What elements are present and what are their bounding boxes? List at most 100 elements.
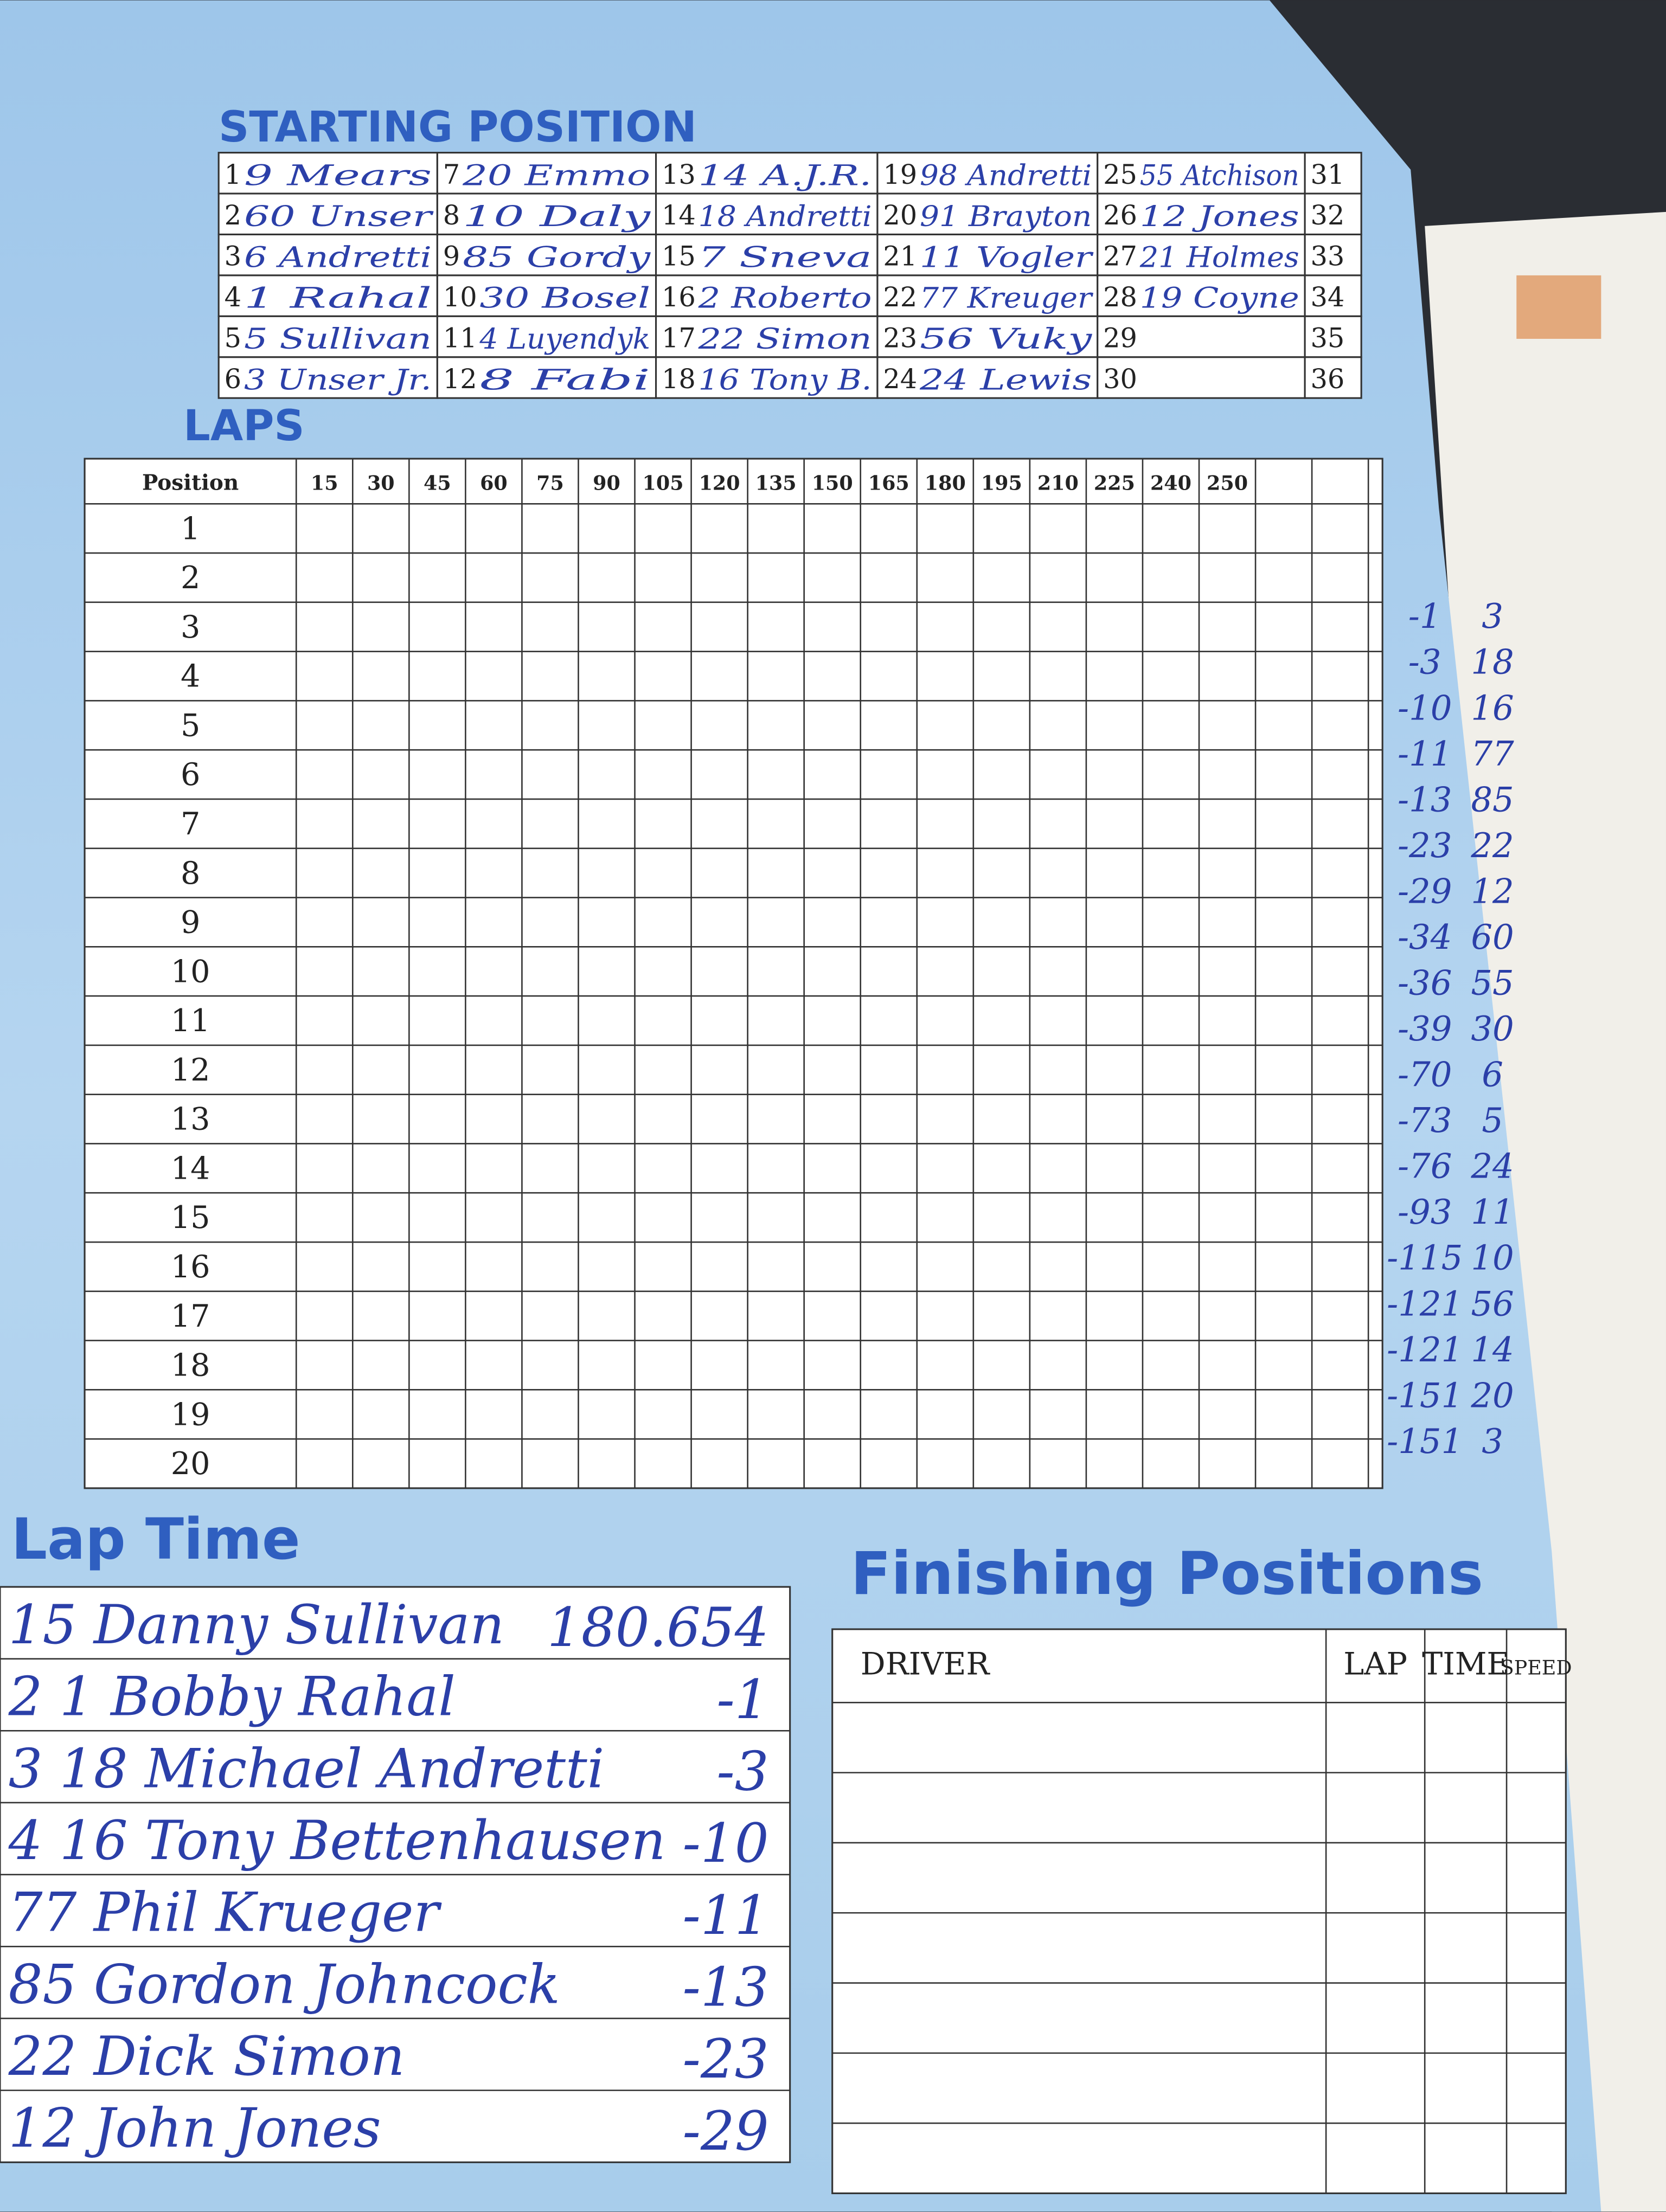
- slot-number: 30: [1103, 363, 1137, 395]
- margin-laps-behind: -1: [1408, 596, 1441, 636]
- margin-laps-behind: -10: [1398, 688, 1452, 728]
- lap-time-entry: 2 1 Bobby Rahal: [8, 1666, 456, 1728]
- slot-driver: 20 Emmo: [462, 159, 650, 192]
- slot-cell: [655, 233, 879, 276]
- slot-number: 11: [443, 323, 477, 354]
- slot-number: 5: [225, 323, 241, 354]
- slot-driver: 18 Andretti: [699, 201, 872, 233]
- lap-header: 195: [981, 471, 1022, 494]
- slot-number: 18: [662, 363, 696, 395]
- column-header: LAP: [1343, 1646, 1407, 1682]
- lap-time-gap: 180.654: [547, 1597, 769, 1659]
- lap-header: 210: [1037, 471, 1079, 494]
- margin-car: 10: [1471, 1238, 1514, 1278]
- slot-number: 9: [443, 241, 460, 272]
- slot-cell: [876, 315, 1099, 358]
- lap-time-gap: -10: [682, 1812, 768, 1875]
- margin-car: 55: [1471, 963, 1514, 1003]
- margin-car: 3: [1482, 1422, 1503, 1461]
- slot-cell: [436, 233, 657, 276]
- slot-number: 32: [1311, 200, 1345, 231]
- slot-cell: [1304, 315, 1362, 358]
- slot-driver: 8 Fabi: [479, 364, 650, 397]
- slot-cell: [1304, 274, 1362, 317]
- lap-header: 180: [925, 471, 966, 494]
- slot-number: 33: [1311, 241, 1345, 272]
- lap-header: 15: [311, 471, 338, 494]
- position-number: 2: [181, 560, 200, 596]
- slot-driver: 1 Rahal: [244, 282, 432, 315]
- margin-laps-behind: -151: [1387, 1375, 1463, 1415]
- position-number: 11: [171, 1003, 210, 1039]
- slot-driver: 11 Vogler: [920, 241, 1094, 274]
- slot-number: 29: [1103, 323, 1137, 354]
- margin-laps-behind: -115: [1387, 1238, 1463, 1278]
- slot-number: 8: [443, 200, 460, 231]
- slot-driver: 91 Brayton: [920, 201, 1092, 233]
- slot-number: 7: [443, 159, 460, 190]
- slot-driver: 2 Roberto: [697, 282, 872, 315]
- position-number: 10: [171, 954, 210, 989]
- facing-page: [1425, 211, 1666, 2212]
- margin-car: 85: [1471, 780, 1514, 819]
- slot-cell: [436, 315, 657, 358]
- slot-number: 13: [662, 159, 696, 190]
- margin-laps-behind: -76: [1398, 1147, 1452, 1186]
- slot-number: 23: [883, 323, 917, 354]
- lap-time-entry: 15 Danny Sullivan: [9, 1594, 504, 1656]
- lap-time-entry: 85 Gordon Johncock: [9, 1953, 560, 2016]
- margin-laps-behind: -151: [1387, 1422, 1463, 1461]
- section-title: LAPS: [183, 402, 304, 451]
- margin-laps-behind: -73: [1398, 1101, 1452, 1140]
- lap-time-entry: 12 John Jones: [9, 2098, 381, 2160]
- margin-laps-behind: -34: [1398, 917, 1452, 957]
- slot-cell: [876, 233, 1099, 276]
- slot-driver: 10 Daly: [463, 201, 651, 233]
- slot-cell: [876, 192, 1099, 236]
- slot-cell: [436, 356, 657, 399]
- slot-driver: 4 Luyendyk: [479, 323, 650, 356]
- margin-laps-behind: -3: [1408, 642, 1441, 682]
- margin-laps-behind: -13: [1398, 780, 1452, 819]
- lap-header: 30: [367, 471, 395, 494]
- laps-header: Position: [142, 470, 239, 495]
- slot-driver: 6 Andretti: [244, 241, 432, 274]
- margin-car: 14: [1471, 1330, 1514, 1369]
- position-number: 7: [181, 806, 200, 842]
- margin-laps-behind: -29: [1398, 871, 1452, 911]
- lap-header: 165: [868, 471, 909, 494]
- lap-header: 225: [1094, 471, 1135, 494]
- margin-laps-behind: -70: [1398, 1055, 1452, 1095]
- slot-driver: 55 Atchison: [1140, 159, 1299, 192]
- slot-cell: [436, 274, 657, 317]
- slot-driver: 24 Lewis: [919, 364, 1092, 397]
- slot-number: 3: [225, 241, 241, 272]
- margin-car: 56: [1471, 1284, 1514, 1323]
- slot-driver: 56 Vuky: [920, 323, 1092, 356]
- slot-cell: [876, 274, 1099, 317]
- lap-header: 90: [593, 471, 620, 494]
- lap-time-gap: -3: [716, 1741, 768, 1803]
- slot-cell: [876, 152, 1099, 195]
- margin-car: 3: [1482, 596, 1503, 636]
- slot-driver: 12 Jones: [1140, 201, 1299, 233]
- position-number: 15: [171, 1200, 210, 1236]
- slot-number: 6: [225, 363, 241, 395]
- slot-number: 26: [1103, 200, 1137, 231]
- slot-driver: 14 A.J.R.: [699, 159, 872, 192]
- slot-number: 28: [1103, 281, 1137, 313]
- slot-number: 4: [225, 281, 241, 313]
- slot-cell: [876, 356, 1099, 399]
- position-number: 5: [181, 708, 200, 743]
- lap-header: 240: [1150, 471, 1191, 494]
- section-title: Lap Time: [11, 1506, 300, 1572]
- position-number: 18: [171, 1348, 210, 1384]
- slot-number: 34: [1311, 281, 1345, 313]
- slot-driver: 98 Andretti: [920, 159, 1092, 192]
- position-number: 16: [171, 1249, 210, 1285]
- slot-cell: [655, 152, 879, 195]
- lap-header: 75: [536, 471, 564, 494]
